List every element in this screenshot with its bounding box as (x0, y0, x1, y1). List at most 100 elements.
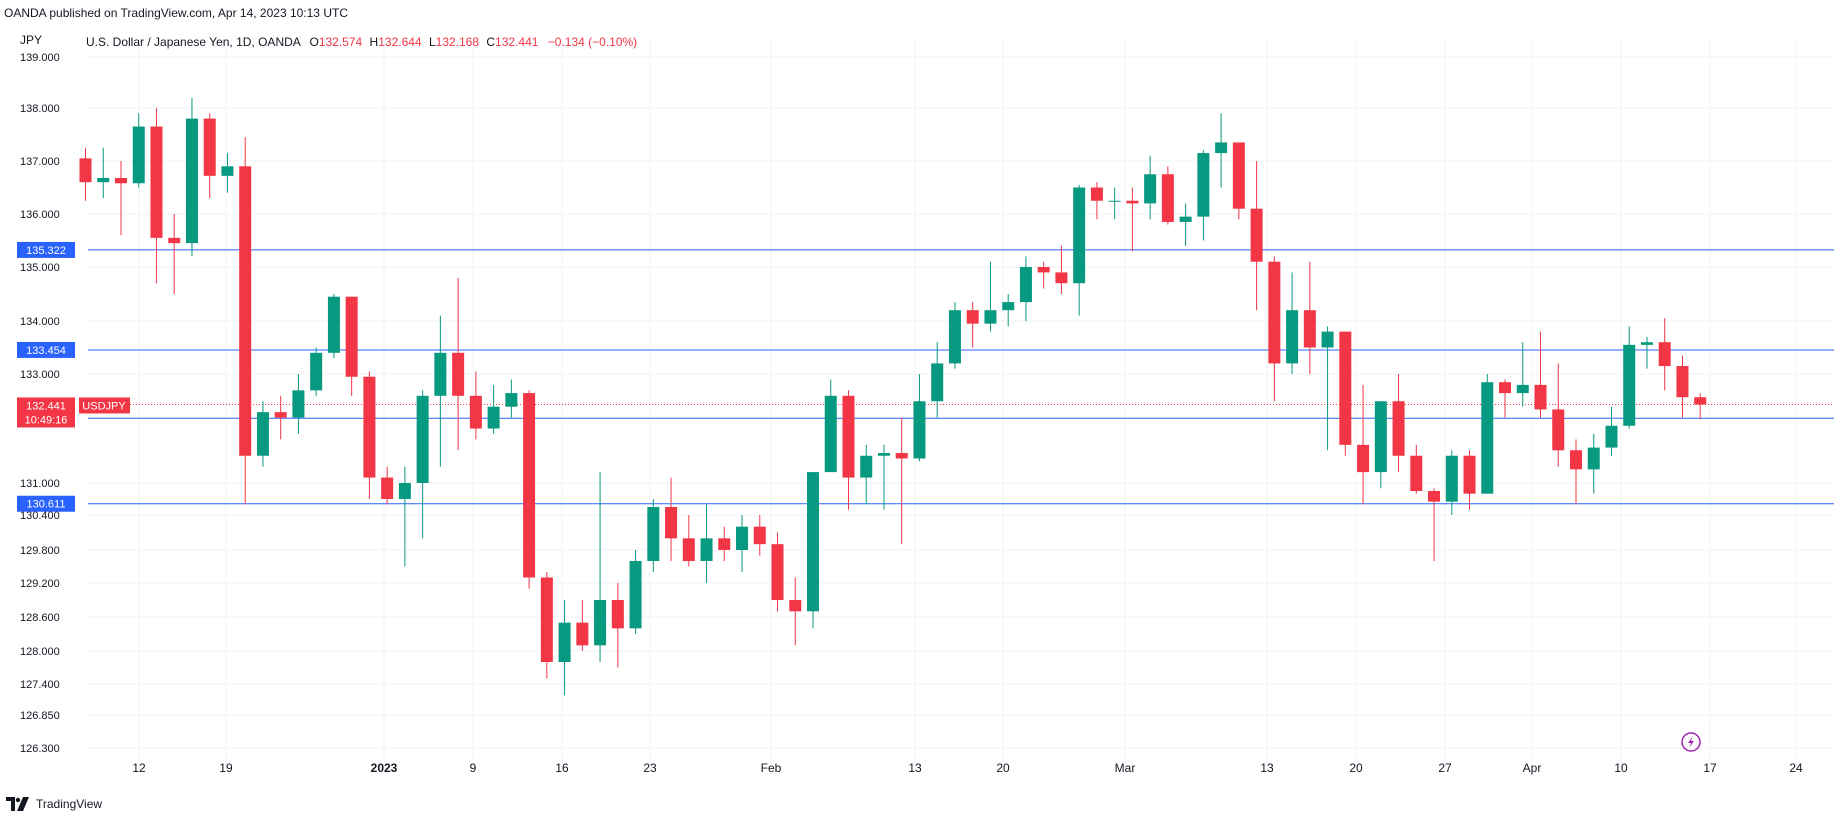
candle[interactable] (132, 113, 145, 188)
candle[interactable] (452, 277, 465, 451)
candle-body (1055, 272, 1068, 284)
candle[interactable] (310, 347, 323, 396)
candle[interactable] (1623, 326, 1636, 429)
candle[interactable] (647, 499, 660, 572)
candle[interactable] (611, 583, 624, 668)
candle[interactable] (895, 417, 908, 545)
candle[interactable] (1499, 379, 1512, 418)
candle[interactable] (79, 147, 92, 201)
candle[interactable] (363, 371, 376, 499)
candle[interactable] (718, 526, 731, 561)
candle[interactable] (1694, 393, 1707, 420)
candle[interactable] (1090, 182, 1103, 220)
candle[interactable] (1552, 363, 1565, 467)
candle[interactable] (1037, 261, 1050, 289)
candle[interactable] (327, 294, 340, 359)
candle[interactable] (1569, 439, 1582, 505)
candle[interactable] (523, 390, 536, 589)
candle[interactable] (1605, 406, 1618, 456)
candle[interactable] (1303, 261, 1316, 374)
candle[interactable] (665, 477, 678, 561)
candle[interactable] (168, 214, 181, 294)
candle[interactable] (789, 577, 802, 646)
candle[interactable] (931, 342, 944, 418)
candle[interactable] (1108, 187, 1121, 220)
candle[interactable] (1445, 450, 1458, 515)
candle[interactable] (469, 371, 482, 440)
candle[interactable] (1481, 374, 1494, 494)
candle[interactable] (381, 466, 394, 505)
candle[interactable] (1392, 374, 1405, 473)
candle[interactable] (1658, 318, 1671, 391)
candle[interactable] (948, 302, 961, 369)
candle[interactable] (97, 147, 110, 199)
candle[interactable] (150, 108, 163, 284)
publish-line: OANDA published on TradingView.com, Apr … (4, 6, 348, 20)
candle[interactable] (629, 550, 642, 634)
candle[interactable] (1374, 401, 1387, 489)
candle[interactable] (1144, 155, 1157, 220)
candle[interactable] (736, 515, 749, 572)
candle[interactable] (540, 572, 553, 679)
candle-body (505, 393, 518, 407)
candle[interactable] (292, 374, 305, 434)
candle[interactable] (505, 379, 518, 418)
candle[interactable] (203, 113, 216, 199)
candle[interactable] (753, 515, 766, 556)
candle[interactable] (1179, 203, 1192, 246)
candle[interactable] (1321, 326, 1334, 451)
lightning-icon[interactable] (1681, 732, 1701, 752)
candle[interactable] (1197, 150, 1210, 241)
candle[interactable] (1126, 187, 1139, 252)
candle[interactable] (1002, 294, 1015, 327)
candle[interactable] (114, 161, 127, 236)
candle[interactable] (1250, 161, 1263, 311)
candle[interactable] (1587, 433, 1600, 494)
candle[interactable] (824, 379, 837, 473)
candle[interactable] (1410, 444, 1423, 494)
candle[interactable] (274, 395, 287, 440)
candle[interactable] (913, 374, 926, 462)
x-tick-label: Mar (1115, 761, 1136, 775)
candle[interactable] (434, 315, 447, 467)
candle[interactable] (1676, 355, 1689, 418)
candle[interactable] (682, 515, 695, 567)
candle[interactable] (1019, 256, 1032, 321)
candle[interactable] (984, 261, 997, 332)
candle[interactable] (594, 472, 607, 662)
candle[interactable] (877, 444, 890, 510)
price-axis: 139.000 138.000 137.000 136.000 135.000 134.0… (20, 52, 60, 755)
candle[interactable] (256, 401, 269, 467)
candle[interactable] (1055, 245, 1068, 294)
candle[interactable] (700, 504, 713, 583)
candle[interactable] (239, 137, 252, 505)
candle[interactable] (1073, 184, 1086, 316)
candle[interactable] (1534, 331, 1547, 418)
candle[interactable] (1640, 336, 1653, 369)
candle[interactable] (771, 532, 784, 612)
candle[interactable] (416, 390, 429, 539)
candle[interactable] (1286, 272, 1299, 374)
candle[interactable] (1339, 331, 1352, 456)
candle[interactable] (1232, 142, 1245, 220)
candle[interactable] (807, 472, 820, 629)
candle[interactable] (1463, 450, 1476, 510)
candle[interactable] (487, 384, 500, 434)
candle[interactable] (345, 296, 358, 396)
candle[interactable] (842, 390, 855, 510)
candle[interactable] (558, 600, 571, 696)
tradingview-logo-icon[interactable] (6, 797, 30, 811)
candle[interactable] (1428, 488, 1441, 561)
candle[interactable] (185, 97, 198, 257)
candle[interactable] (1161, 166, 1174, 225)
candle[interactable] (576, 600, 589, 651)
candle[interactable] (1215, 113, 1228, 188)
candle[interactable] (860, 444, 873, 505)
candle[interactable] (1357, 384, 1370, 505)
candle[interactable] (221, 153, 234, 193)
candle[interactable] (1268, 256, 1281, 402)
candle[interactable] (966, 302, 979, 348)
candle[interactable] (398, 466, 411, 567)
candle[interactable] (1516, 342, 1529, 407)
